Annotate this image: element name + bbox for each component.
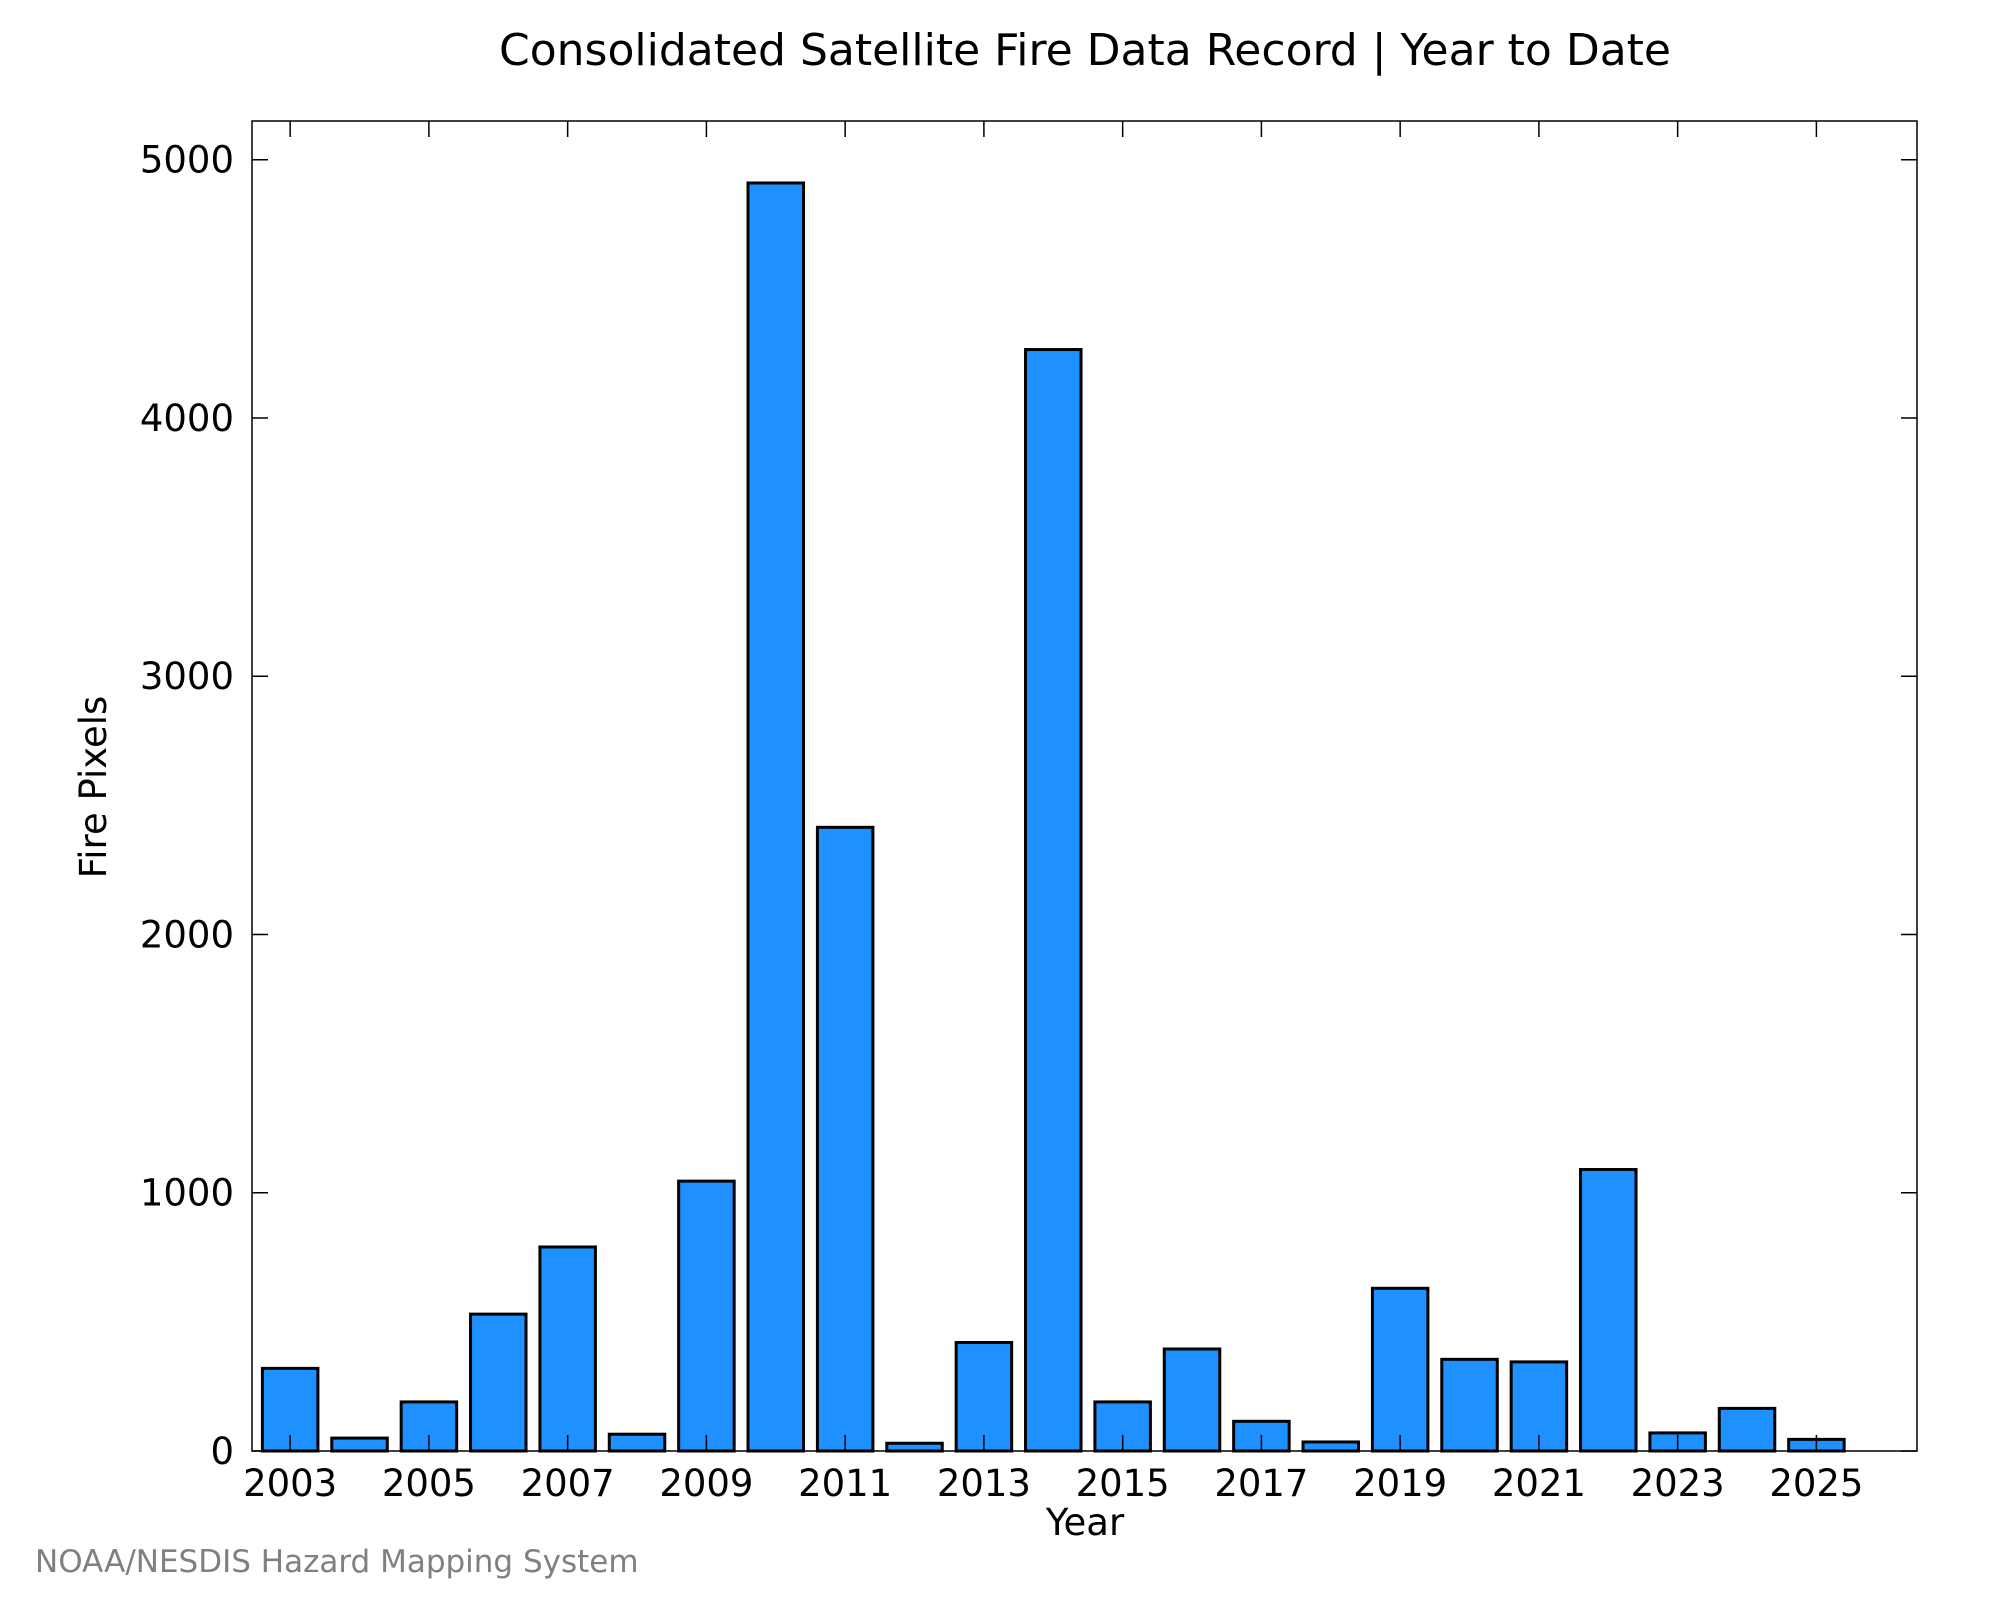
bar-2014 xyxy=(1024,348,1083,1453)
bar-2022 xyxy=(1579,1168,1638,1453)
x-tick-label-2019: 2019 xyxy=(1353,1462,1447,1505)
bar-2012 xyxy=(885,1441,944,1453)
plot-area: 0 1000 2000 3000 4000 5000 2003 2005 2007 2009 201… xyxy=(140,120,1918,1505)
x-tick-label-2011: 2011 xyxy=(798,1462,892,1505)
credit-text: NOAA/NESDIS Hazard Mapping System xyxy=(35,1544,639,1580)
y-tick-label-3000: 3000 xyxy=(140,655,234,698)
bar-2013 xyxy=(954,1341,1014,1453)
bar-2010 xyxy=(746,181,806,1453)
x-tick-label-2025: 2025 xyxy=(1769,1462,1863,1505)
x-axis-label: Year xyxy=(1045,1501,1125,1544)
bar-2024 xyxy=(1717,1406,1777,1453)
bar-2004 xyxy=(330,1436,389,1453)
bar-2020 xyxy=(1440,1357,1499,1453)
x-tick-label-2005: 2005 xyxy=(382,1462,476,1505)
x-tick-label-2021: 2021 xyxy=(1492,1462,1586,1505)
chart-title: Consolidated Satellite Fire Data Record … xyxy=(499,25,1671,76)
y-axis-label: Fire Pixels xyxy=(72,696,115,879)
bar-2019 xyxy=(1370,1286,1430,1453)
bar-2011 xyxy=(815,825,875,1453)
x-tick-label-2007: 2007 xyxy=(521,1462,615,1505)
x-tick-label-2009: 2009 xyxy=(659,1462,753,1505)
bar-2007 xyxy=(538,1245,597,1453)
y-tick-label-4000: 4000 xyxy=(140,397,234,440)
x-tick-label-2017: 2017 xyxy=(1214,1462,1308,1505)
y-tick-label-5000: 5000 xyxy=(140,139,234,182)
y-tick-label-1000: 1000 xyxy=(140,1172,234,1215)
x-tick-label-2013: 2013 xyxy=(937,1462,1031,1505)
x-tick-label-2015: 2015 xyxy=(1076,1462,1170,1505)
bar-2009 xyxy=(677,1179,736,1453)
plot-frame xyxy=(251,120,1918,1452)
bar-2018 xyxy=(1301,1440,1361,1453)
bar-2006 xyxy=(469,1312,528,1453)
x-tick-label-2023: 2023 xyxy=(1631,1462,1725,1505)
y-tick-label-0: 0 xyxy=(210,1430,234,1473)
x-tick-label-2003: 2003 xyxy=(243,1462,337,1505)
bar-2008 xyxy=(607,1432,667,1453)
bar-2016 xyxy=(1162,1347,1222,1453)
y-tick-label-2000: 2000 xyxy=(140,913,234,956)
